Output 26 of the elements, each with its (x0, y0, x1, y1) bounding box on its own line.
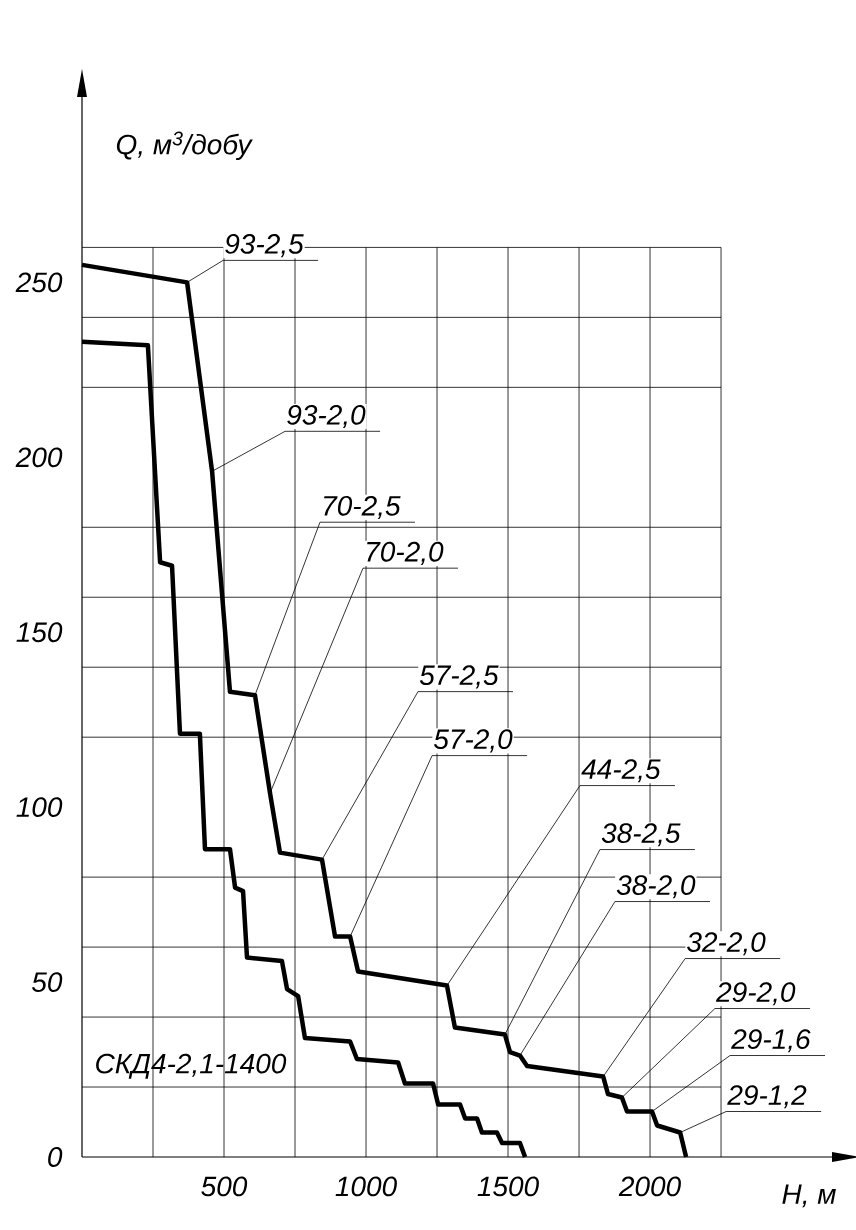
x-axis-title: Н, м (782, 1184, 836, 1208)
annotation: 70-2,0 (367, 541, 444, 565)
y-tick-label: 50 (31, 972, 63, 992)
x-tick-label: 500 (201, 1176, 248, 1197)
annotation: 93-2,5 (225, 234, 304, 258)
y-tick-label: 150 (16, 622, 63, 643)
annotation: 29-2,0 (715, 982, 796, 1006)
annotation: СКД4-2,1-1400 (96, 1053, 287, 1079)
x-tick-label: 1500 (477, 1176, 539, 1197)
annotation: 38-2,0 (616, 875, 696, 899)
annotation: 70-2,5 (324, 495, 401, 519)
annotation: 57-2,0 (433, 729, 513, 753)
annotation: 57-2,5 (419, 665, 499, 689)
y-tick-label: 0 (48, 1147, 63, 1167)
y-tick-label: 100 (16, 797, 63, 818)
annotation: 44-2,5 (581, 759, 661, 783)
y-tick-label: 200 (15, 447, 63, 468)
annotation: 29-1,2 (727, 1085, 807, 1109)
x-tick-label: 1000 (335, 1176, 397, 1197)
annotation: 93-2,0 (287, 404, 366, 429)
x-tick-label: 2000 (618, 1176, 681, 1197)
y-tick-label: 250 (15, 272, 63, 293)
y-axis-title: Q, м$^{3}$/добу (116, 131, 253, 161)
annotation: 29-1,6 (731, 1029, 811, 1053)
annotation: 32-2,0 (687, 932, 766, 956)
annotation: 38-2,5 (601, 823, 681, 847)
